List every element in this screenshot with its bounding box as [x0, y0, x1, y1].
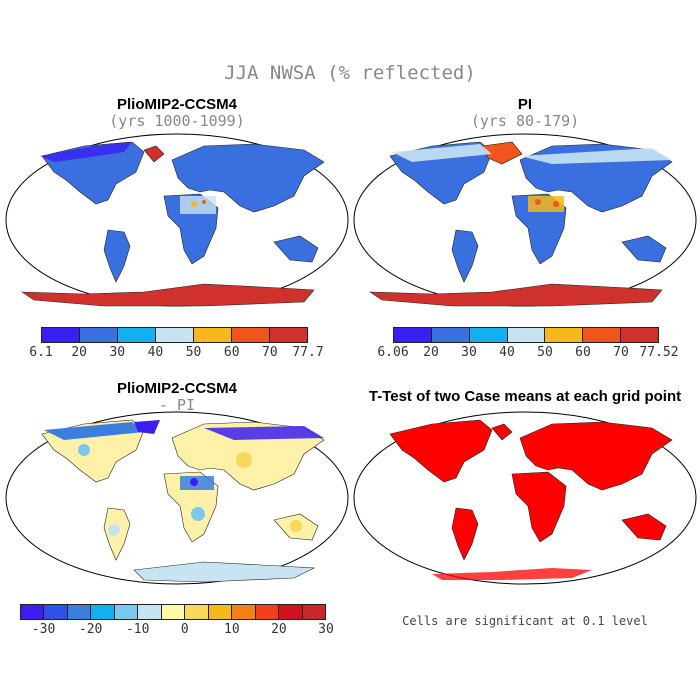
panel-subtitle-top-right: (yrs 80-179) — [470, 112, 580, 130]
colorbar-tick-label: 77.7 — [292, 345, 324, 360]
colorbar-top-right — [393, 327, 659, 343]
colorbar-tick-label: 50 — [185, 345, 202, 360]
colorbar-tick-label: 0 — [180, 622, 189, 637]
colorbar-swatch — [302, 605, 326, 619]
colorbar-swatch — [583, 328, 622, 342]
colorbar-swatch — [21, 605, 45, 619]
colorbar-swatch — [394, 328, 432, 342]
map-bottom-left — [5, 411, 349, 585]
colorbar-swatch — [185, 605, 209, 619]
panel-title-bottom-left: PlioMIP2-CCSM4 — [116, 380, 237, 397]
colorbar-tick-label: -30 — [31, 622, 56, 637]
colorbar-ticks-bottom-left: -30 -20 -10 0 10 20 30 — [20, 622, 334, 638]
colorbar-tick-label: 30 — [461, 345, 477, 360]
colorbar-swatch — [431, 328, 470, 342]
colorbar-tick-label: 30 — [109, 345, 126, 360]
colorbar-tick-label: 6.06 — [377, 345, 409, 360]
colorbar-tick-label: 20 — [71, 345, 87, 360]
greenland-region — [481, 141, 523, 165]
colorbar-swatch — [279, 605, 303, 619]
colorbar-swatch — [67, 605, 92, 619]
colorbar-tick-label: -10 — [125, 622, 150, 637]
colorbar-tick-label: 70 — [613, 345, 629, 360]
colorbar-tick-label: 20 — [423, 345, 439, 360]
map-top-left — [5, 133, 349, 307]
colorbar-tick-label: 60 — [223, 345, 240, 360]
map-bottom-right — [353, 411, 697, 585]
panel-title-top-left: PlioMIP2-CCSM4 — [116, 96, 237, 113]
colorbar-swatch — [91, 605, 115, 619]
panel-title-top-right: PI — [517, 96, 533, 113]
antarctica-region — [432, 568, 592, 580]
antarctica-region — [368, 283, 663, 307]
colorbar-swatch — [545, 328, 584, 342]
colorbar-swatch — [161, 605, 186, 619]
panel-title-bottom-right: T-Test of two Case means at each grid po… — [368, 388, 682, 405]
greenland-region — [143, 145, 165, 163]
colorbar-swatch — [208, 605, 233, 619]
colorbar-tick-label: 40 — [499, 345, 515, 360]
colorbar-swatch — [232, 605, 256, 619]
colorbar-swatch — [232, 328, 270, 342]
map-top-right — [353, 133, 697, 307]
colorbar-swatch — [621, 328, 659, 342]
antarctica-region — [20, 283, 315, 307]
colorbar-swatch — [118, 328, 156, 342]
significance-note: Cells are significant at 0.1 level — [402, 614, 648, 628]
colorbar-swatch — [255, 605, 280, 619]
colorbar-swatch — [469, 328, 508, 342]
colorbar-bottom-left — [20, 604, 326, 620]
colorbar-tick-label: 10 — [224, 622, 240, 637]
colorbar-swatch — [114, 605, 139, 619]
colorbar-tick-label: 77.52 — [639, 345, 679, 360]
colorbar-swatch — [138, 605, 162, 619]
colorbar-top-left — [41, 327, 308, 343]
colorbar-swatch — [42, 328, 80, 342]
panel-subtitle-top-left: (yrs 1000-1099) — [109, 112, 245, 130]
colorbar-swatch — [80, 328, 118, 342]
colorbar-swatch — [194, 328, 232, 342]
figure-title: JJA NWSA (% reflected) — [224, 62, 476, 84]
colorbar-tick-label: 40 — [147, 345, 164, 360]
colorbar-tick-label: 6.1 — [29, 345, 53, 360]
colorbar-tick-label: -20 — [78, 622, 103, 637]
colorbar-tick-label: 60 — [575, 345, 591, 360]
colorbar-swatch — [507, 328, 546, 342]
antarctica-region — [133, 561, 316, 583]
colorbar-swatch — [270, 328, 307, 342]
colorbar-tick-label: 70 — [262, 345, 278, 360]
colorbar-ticks-top-right: 6.06 20 30 40 50 60 70 77.52 — [377, 345, 678, 361]
colorbar-swatch — [44, 605, 68, 619]
colorbar-tick-label: 50 — [537, 345, 553, 360]
colorbar-tick-label: 20 — [271, 622, 287, 637]
colorbar-ticks-top-left: 6.1 20 30 40 50 60 70 77.7 — [29, 345, 323, 361]
colorbar-tick-label: 30 — [318, 622, 334, 637]
colorbar-swatch — [156, 328, 194, 342]
panel-subtitle-bottom-left: - PI — [158, 396, 196, 414]
